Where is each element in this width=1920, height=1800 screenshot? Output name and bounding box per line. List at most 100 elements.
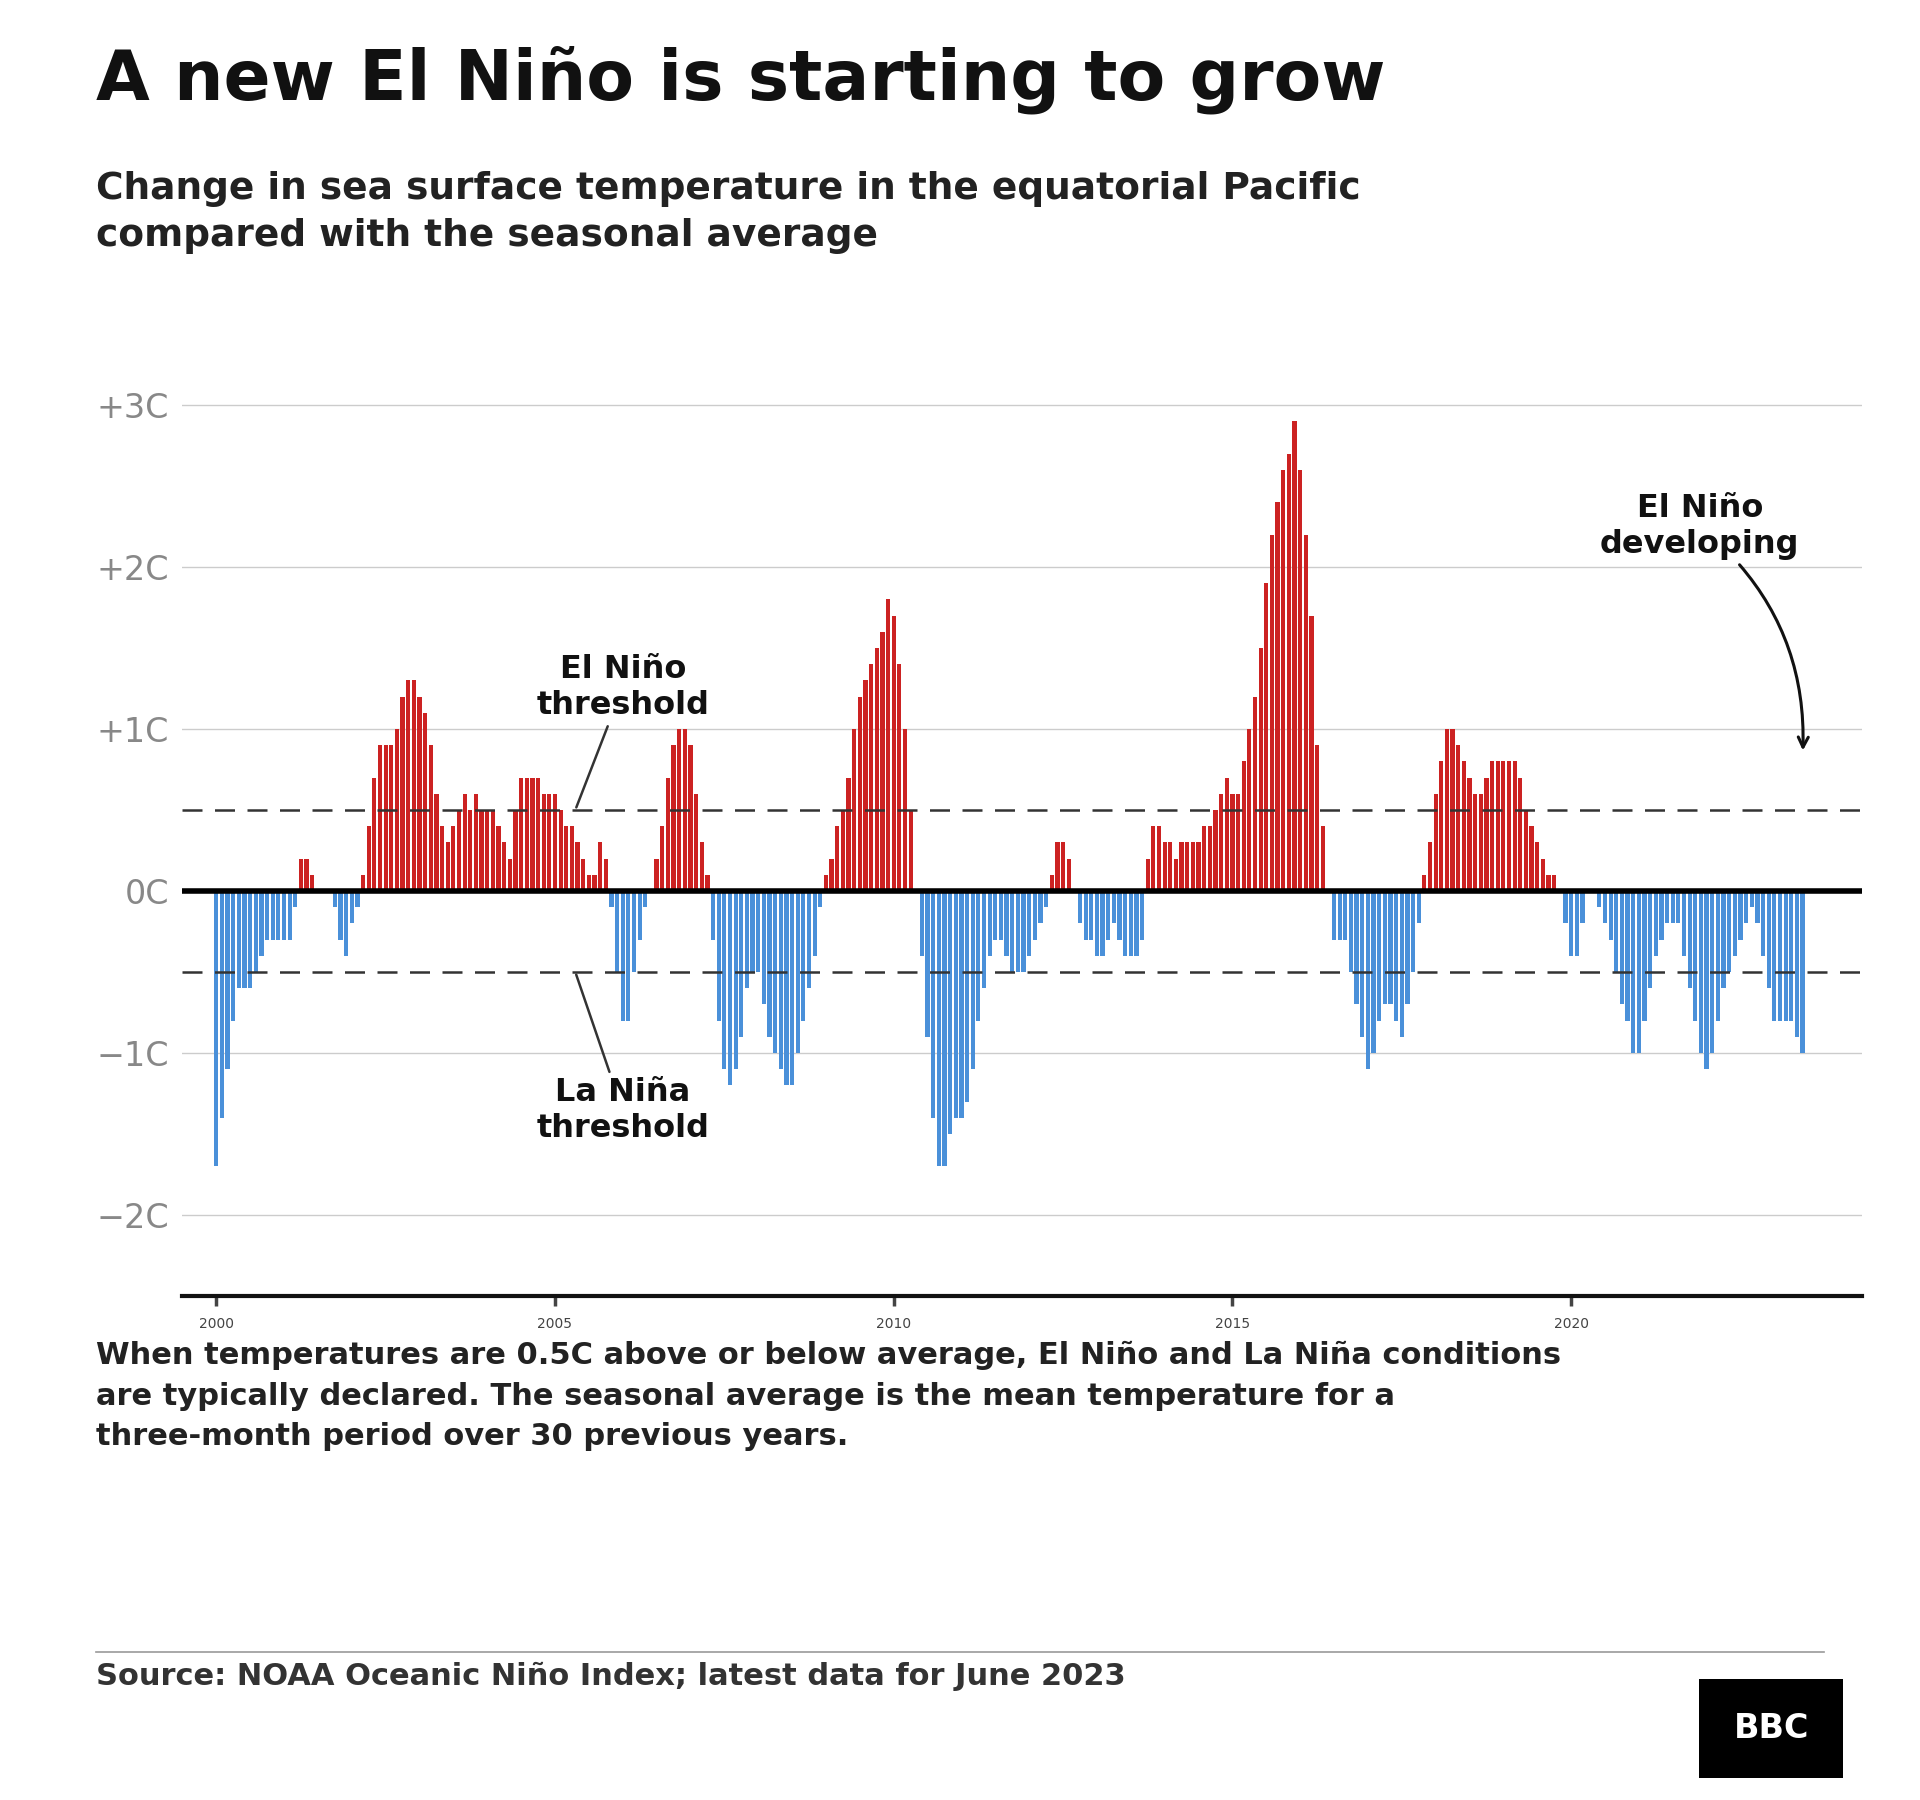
Bar (1766, 891, 1770, 988)
Bar (361, 875, 365, 891)
Bar (672, 745, 676, 891)
Bar (806, 891, 810, 988)
Bar (728, 891, 732, 1085)
Bar (722, 891, 726, 1069)
Bar (835, 826, 839, 891)
Bar (655, 859, 659, 891)
Bar (1309, 616, 1313, 891)
Bar (1405, 891, 1409, 1004)
Bar (993, 891, 996, 940)
Bar (1190, 842, 1194, 891)
Bar (411, 680, 417, 891)
Bar (349, 891, 353, 923)
Bar (870, 664, 874, 891)
Bar (1196, 842, 1200, 891)
Bar (311, 875, 315, 891)
Bar (1450, 729, 1455, 891)
Bar (1507, 761, 1511, 891)
Bar (1795, 891, 1799, 1037)
Bar (824, 875, 828, 891)
Bar (1044, 891, 1048, 907)
Bar (1179, 842, 1185, 891)
Bar (372, 778, 376, 891)
Bar (1344, 891, 1348, 940)
Bar (547, 794, 551, 891)
Bar (762, 891, 766, 1004)
Bar (783, 891, 789, 1085)
Bar (1455, 745, 1461, 891)
Bar (1371, 891, 1375, 1053)
Bar (1755, 891, 1759, 923)
Bar (1350, 891, 1354, 972)
Bar (1123, 891, 1127, 956)
Bar (367, 826, 371, 891)
Bar (705, 875, 710, 891)
Bar (1653, 891, 1657, 956)
Bar (1688, 891, 1692, 988)
Bar (987, 891, 993, 956)
Bar (492, 810, 495, 891)
Bar (1236, 794, 1240, 891)
Bar (1513, 761, 1517, 891)
Bar (497, 826, 501, 891)
Bar (1298, 470, 1302, 891)
Bar (1089, 891, 1092, 940)
Bar (422, 713, 428, 891)
Bar (1162, 842, 1167, 891)
Bar (1484, 778, 1488, 891)
Bar (486, 810, 490, 891)
Bar (417, 697, 422, 891)
Bar (948, 891, 952, 1134)
Bar (1167, 842, 1173, 891)
Bar (745, 891, 749, 988)
Bar (975, 891, 981, 1021)
Bar (1332, 891, 1336, 940)
Bar (864, 680, 868, 891)
Bar (852, 729, 856, 891)
Bar (801, 891, 806, 1021)
Bar (1632, 891, 1636, 1053)
Bar (588, 875, 591, 891)
Bar (1676, 891, 1680, 923)
Bar (1056, 842, 1060, 891)
Bar (396, 729, 399, 891)
Bar (920, 891, 924, 956)
Bar (1004, 891, 1008, 956)
Bar (1530, 826, 1534, 891)
Bar (384, 745, 388, 891)
Bar (1642, 891, 1647, 1021)
Bar (609, 891, 614, 907)
Bar (401, 697, 405, 891)
Bar (789, 891, 795, 1085)
Bar (1743, 891, 1749, 923)
Bar (248, 891, 252, 988)
Bar (570, 826, 574, 891)
Bar (1338, 891, 1342, 940)
Bar (960, 891, 964, 1118)
Bar (1478, 794, 1482, 891)
Bar (1062, 842, 1066, 891)
Bar (1569, 891, 1572, 956)
Text: BBC: BBC (1734, 1712, 1809, 1746)
Bar (582, 859, 586, 891)
Bar (1563, 891, 1567, 923)
Bar (756, 891, 760, 972)
Bar (1213, 810, 1217, 891)
Bar (626, 891, 630, 1021)
Bar (344, 891, 348, 956)
Bar (1536, 842, 1540, 891)
Bar (614, 891, 618, 972)
Bar (434, 794, 438, 891)
Bar (1597, 891, 1601, 907)
Bar (507, 859, 513, 891)
Bar (774, 891, 778, 1053)
Bar (897, 664, 902, 891)
Bar (215, 891, 219, 1166)
Bar (1423, 875, 1427, 891)
Bar (1580, 891, 1584, 923)
Bar (1428, 842, 1432, 891)
Bar (597, 842, 603, 891)
Bar (1219, 794, 1223, 891)
Bar (1467, 778, 1471, 891)
Bar (451, 826, 455, 891)
